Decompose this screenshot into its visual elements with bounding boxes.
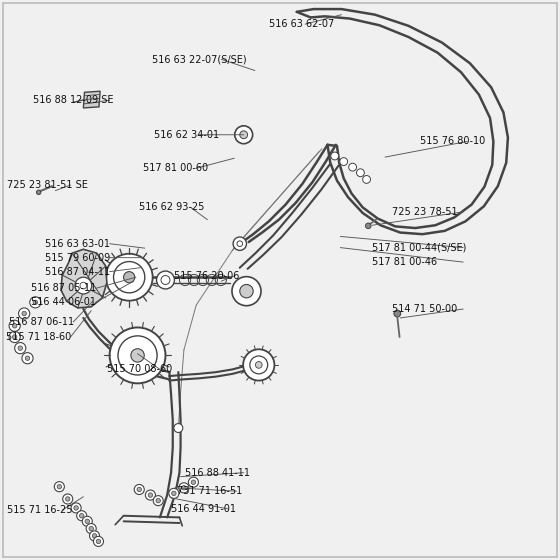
Circle shape (169, 488, 179, 498)
Circle shape (74, 506, 78, 510)
Text: 517 81 00-46: 517 81 00-46 (372, 257, 437, 267)
Circle shape (66, 497, 70, 501)
Circle shape (250, 356, 268, 374)
Circle shape (36, 190, 41, 194)
Circle shape (340, 158, 348, 166)
Circle shape (89, 526, 94, 531)
Circle shape (331, 152, 339, 160)
Text: 516 62 93-25: 516 62 93-25 (139, 202, 204, 212)
Circle shape (22, 353, 33, 364)
Circle shape (153, 496, 164, 506)
Circle shape (106, 254, 153, 301)
Circle shape (181, 486, 186, 490)
Circle shape (86, 524, 96, 534)
Circle shape (357, 169, 365, 176)
Polygon shape (83, 91, 100, 108)
Circle shape (57, 484, 62, 489)
Circle shape (146, 490, 156, 500)
Circle shape (96, 539, 101, 544)
Circle shape (12, 335, 17, 339)
Circle shape (92, 534, 97, 538)
Text: 725 23 81-51 SE: 725 23 81-51 SE (7, 180, 88, 190)
Circle shape (124, 272, 135, 283)
Text: 516 87 06-11: 516 87 06-11 (9, 317, 74, 327)
Circle shape (233, 237, 246, 250)
Text: 514 71 50-00: 514 71 50-00 (392, 304, 457, 314)
Text: 516 88 12-09 SE: 516 88 12-09 SE (33, 95, 114, 105)
Circle shape (80, 514, 84, 518)
Circle shape (171, 491, 176, 496)
Circle shape (12, 324, 17, 328)
Circle shape (148, 493, 153, 497)
Text: 516 63 62-07: 516 63 62-07 (269, 19, 334, 29)
Text: 515 71 16-25: 515 71 16-25 (7, 505, 73, 515)
Circle shape (157, 271, 174, 289)
Circle shape (15, 343, 26, 354)
Circle shape (394, 310, 400, 317)
Circle shape (94, 536, 104, 547)
Circle shape (118, 336, 157, 375)
Circle shape (85, 519, 90, 524)
Circle shape (237, 241, 242, 246)
Circle shape (366, 223, 371, 228)
Circle shape (179, 483, 189, 493)
Circle shape (9, 332, 20, 343)
Circle shape (9, 320, 20, 332)
Circle shape (80, 282, 87, 289)
Circle shape (90, 531, 100, 541)
Circle shape (82, 516, 92, 526)
Circle shape (95, 271, 102, 278)
Text: 516 87 04-11: 516 87 04-11 (45, 267, 110, 277)
Circle shape (18, 346, 22, 351)
Circle shape (243, 349, 274, 381)
Circle shape (90, 266, 107, 283)
Text: 516 63 63-01: 516 63 63-01 (45, 239, 110, 249)
Text: 516 87 05-11: 516 87 05-11 (31, 283, 97, 293)
Text: 731 71 16-51: 731 71 16-51 (177, 486, 242, 496)
Circle shape (240, 284, 253, 298)
Text: 515 70 08-60: 515 70 08-60 (107, 365, 172, 375)
Circle shape (232, 277, 261, 306)
Circle shape (131, 349, 144, 362)
Circle shape (63, 494, 73, 504)
Text: 517 81 00-60: 517 81 00-60 (143, 164, 208, 173)
Text: 516 44 91-01: 516 44 91-01 (171, 504, 236, 514)
Circle shape (156, 498, 161, 503)
Text: 517 81 00-44(S/SE): 517 81 00-44(S/SE) (372, 242, 466, 253)
Circle shape (77, 511, 87, 521)
Circle shape (22, 311, 26, 316)
Circle shape (240, 131, 248, 139)
Text: 515 76 80-10: 515 76 80-10 (419, 137, 485, 147)
Text: 515 76 20-06: 515 76 20-06 (174, 270, 239, 281)
Circle shape (114, 262, 145, 293)
Circle shape (33, 300, 38, 305)
Text: 516 44 06-01: 516 44 06-01 (31, 297, 96, 307)
Circle shape (18, 308, 30, 319)
Text: 516 62 34-01: 516 62 34-01 (155, 130, 220, 140)
Text: 515 71 18-60: 515 71 18-60 (6, 332, 72, 342)
Circle shape (191, 480, 195, 484)
Circle shape (161, 276, 170, 284)
Circle shape (134, 484, 144, 494)
Text: 516 63 22-07(S/SE): 516 63 22-07(S/SE) (152, 54, 246, 64)
Text: 516 88 41-11: 516 88 41-11 (185, 468, 250, 478)
Circle shape (363, 175, 371, 183)
Circle shape (25, 356, 30, 361)
Text: 725 23 78-51: 725 23 78-51 (392, 207, 458, 217)
Circle shape (235, 126, 253, 144)
Circle shape (137, 487, 142, 492)
Polygon shape (61, 249, 107, 308)
Circle shape (255, 362, 262, 368)
Circle shape (30, 297, 41, 308)
Circle shape (54, 482, 64, 492)
Circle shape (110, 328, 166, 384)
Circle shape (75, 277, 92, 294)
Circle shape (71, 503, 81, 513)
Circle shape (349, 164, 357, 171)
Circle shape (188, 477, 198, 487)
Text: 515 79 60-09: 515 79 60-09 (45, 253, 111, 263)
Circle shape (174, 423, 183, 432)
